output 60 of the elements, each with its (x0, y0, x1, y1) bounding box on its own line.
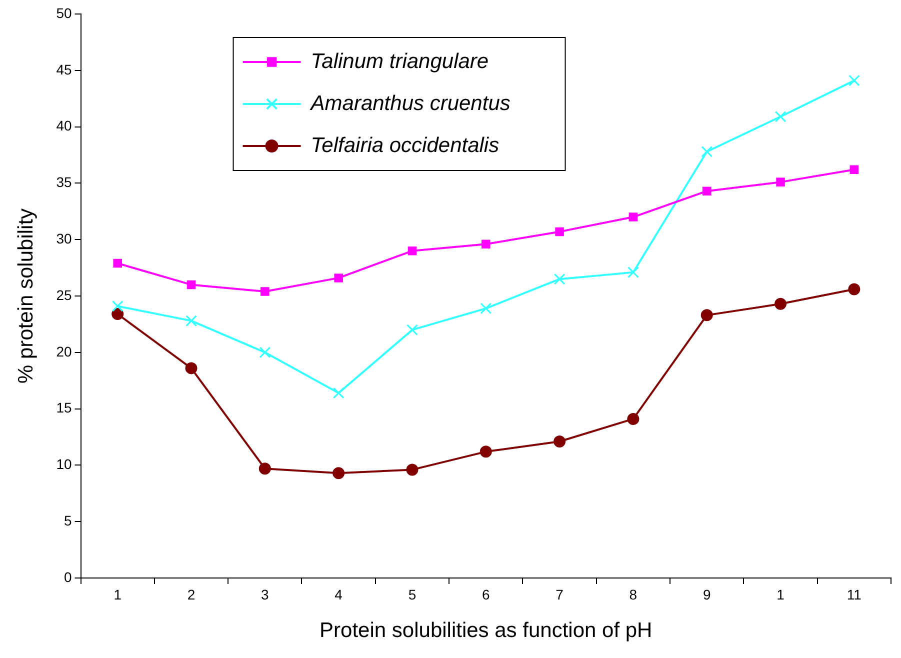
y-tick-label: 10 (56, 456, 72, 472)
x-tick-label: 3 (261, 586, 270, 602)
point (332, 387, 344, 399)
x-tick-label: 8 (629, 586, 638, 602)
point (186, 315, 198, 327)
y-tick-label: 5 (64, 512, 72, 528)
point (480, 446, 492, 458)
point (258, 462, 271, 475)
x-tick-label: 4 (334, 586, 343, 602)
point (186, 280, 196, 290)
x-tick-label: 9 (702, 586, 711, 602)
point (259, 346, 271, 358)
y-tick-label: 15 (56, 400, 72, 416)
point (332, 467, 345, 480)
point (408, 246, 417, 256)
point (554, 273, 566, 285)
y-tick-label: 20 (56, 343, 72, 360)
point (774, 110, 786, 122)
x-tick-label: 2 (187, 586, 196, 602)
point (627, 266, 639, 278)
point (406, 464, 418, 476)
y-tick-label: 45 (56, 61, 72, 78)
point (627, 412, 640, 425)
point (113, 258, 122, 268)
x-tick-label: 5 (408, 586, 416, 602)
point (406, 324, 418, 336)
point (112, 300, 124, 312)
legend-label: Talinum triangulare (310, 50, 489, 73)
point (112, 308, 124, 320)
y-tick-label: 35 (56, 174, 72, 190)
legend-label: Telfairia occidentalis (310, 134, 500, 157)
x-tick-label: 6 (482, 586, 490, 602)
x-tick-label: 1 (114, 586, 122, 602)
point (701, 146, 713, 158)
legend-label: Amaranthus cruentus (308, 92, 511, 115)
point (334, 274, 343, 282)
point (480, 302, 492, 314)
point (481, 240, 490, 248)
point (848, 283, 860, 296)
point (185, 362, 198, 374)
point (554, 436, 566, 448)
point (776, 178, 785, 186)
point (850, 165, 859, 174)
y-tick-label: 25 (56, 286, 72, 303)
point (774, 298, 787, 310)
x-tick-label: 7 (556, 586, 564, 602)
point (260, 287, 270, 296)
y-axis-title: % protein solubility (14, 208, 38, 384)
y-tick-label: 0 (64, 568, 72, 585)
point (555, 227, 564, 236)
point (702, 186, 712, 196)
y-tick-label: 50 (56, 4, 72, 21)
x-tick-label: 1 (776, 586, 785, 602)
x-tick-label: 11 (846, 586, 862, 602)
point (848, 74, 860, 86)
point (628, 212, 638, 222)
y-tick-label: 30 (56, 230, 72, 246)
y-tick-label: 40 (56, 118, 72, 134)
x-axis-title: Protein solubilities as function of pH (320, 619, 652, 642)
point (700, 309, 713, 322)
